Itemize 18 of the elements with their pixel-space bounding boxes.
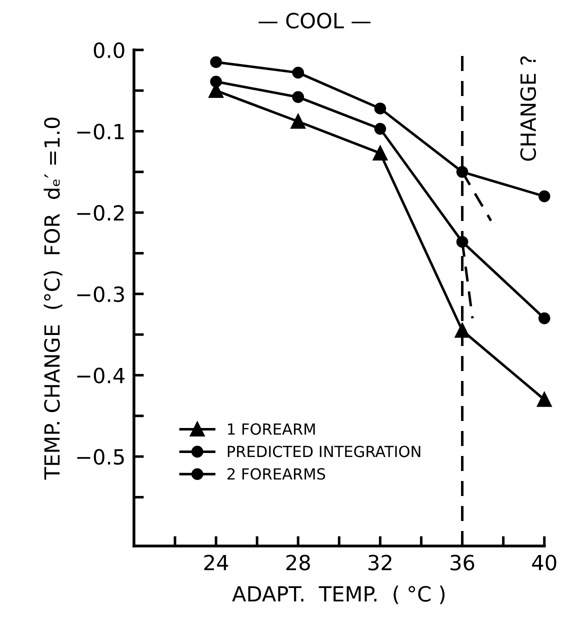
x-tick-label: 32 [368,554,392,570]
y-tick-label: −0.3 [77,286,124,302]
legend-label: 2 FOREARMS [227,468,326,480]
x-tick-label: 40 [532,554,556,570]
y-tick-label: −0.1 [77,124,124,140]
x-tick-label: 24 [204,554,228,570]
y-tick-label: 0.0 [94,42,124,58]
x-tick-label: 28 [286,554,310,570]
x-axis-title: ADAPT. TEMP. ( °C ) [232,586,445,604]
text: — COOL — [258,12,370,29]
x-tick-label: 36 [450,554,474,570]
legend-label: PREDICTED INTEGRATION [228,446,420,458]
y-axis-title: TEMP. CHANGE (°C) FOR dₑ′ =1.0 [44,118,62,480]
y-tick-label: −0.2 [77,205,124,221]
y-tick-label: −0.4 [77,368,124,384]
annotation: CHANGE ? [520,56,536,161]
legend-label: 1 FOREARM [228,423,315,435]
y-tick-label: −0.5 [77,448,124,465]
